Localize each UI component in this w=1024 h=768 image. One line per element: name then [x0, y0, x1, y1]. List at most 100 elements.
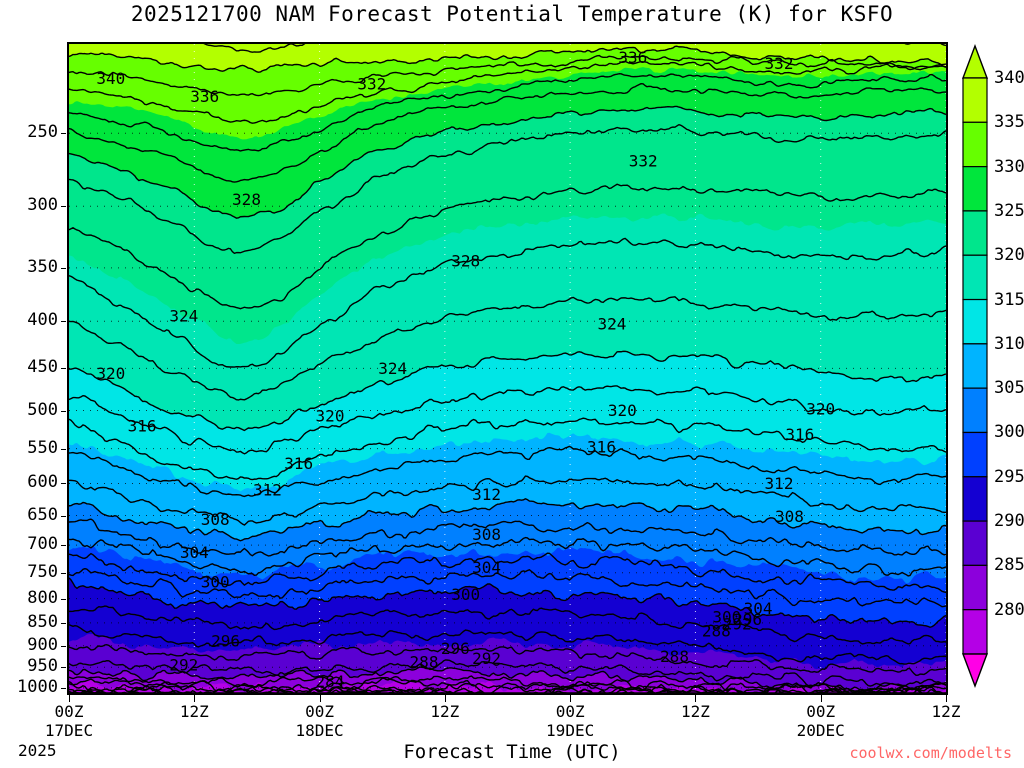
svg-text:308: 308 [201, 510, 230, 529]
colorbar-tick-label: 300 [994, 422, 1024, 443]
colorbar-swatch [962, 210, 988, 256]
colorbar-swatch [962, 564, 988, 611]
colorbar-swatch [962, 476, 988, 522]
y-axis-tick-label: 550 [27, 437, 58, 458]
y-axis-tick [61, 483, 66, 485]
y-axis-tick [61, 545, 66, 547]
y-axis-tick-label: 900 [27, 634, 58, 655]
svg-text:292: 292 [169, 656, 198, 675]
colorbar-tick-label: 340 [994, 68, 1024, 88]
x-axis-tick [820, 695, 822, 702]
x-axis-tick-label: 00Z [54, 702, 84, 721]
y-axis-tick [61, 448, 66, 450]
y-axis-tick-label: 300 [27, 195, 58, 216]
y-axis-tick [61, 410, 66, 412]
x-axis-tick [570, 695, 572, 702]
svg-text:284: 284 [316, 672, 345, 691]
svg-text:292: 292 [723, 615, 752, 634]
svg-text:304: 304 [744, 599, 773, 618]
svg-text:320: 320 [96, 364, 125, 383]
plot-area: 340 336 336 332 332 332 328 328 324 324 324 320 320 3… [67, 42, 948, 695]
y-axis-tick-label: 350 [27, 256, 58, 277]
svg-text:336: 336 [190, 87, 219, 106]
y-axis-tick-label: 850 [27, 611, 58, 632]
y-axis-tick-label: 1000 [17, 676, 58, 697]
watermark: coolwx.com/modelts [849, 744, 1012, 762]
colorbar-swatch [962, 166, 988, 212]
x-axis-date-label: 20DEC [796, 721, 845, 740]
colorbar-swatch [962, 254, 988, 301]
svg-text:336: 336 [618, 48, 647, 67]
svg-text:300: 300 [712, 608, 741, 627]
colorbar-swatch [962, 77, 988, 123]
colorbar-tick-label: 315 [994, 289, 1024, 310]
x-axis-date-label: 18DEC [295, 721, 344, 740]
colorbar-swatch [962, 520, 988, 566]
y-axis-tick [61, 133, 66, 135]
y-axis-tick-label: 500 [27, 399, 58, 420]
svg-text:288: 288 [702, 622, 731, 641]
colorbar-extend-top [962, 44, 988, 79]
y-axis-tick [61, 267, 66, 269]
svg-text:332: 332 [629, 152, 658, 171]
svg-text:296: 296 [733, 610, 762, 629]
x-axis-tick-label: 00Z [555, 702, 585, 721]
svg-text:320: 320 [316, 407, 345, 426]
x-axis-tick [444, 695, 446, 702]
x-axis-tick [946, 695, 947, 702]
x-axis-date-label: 19DEC [546, 721, 595, 740]
colorbar-tick-label: 330 [994, 156, 1024, 177]
svg-text:316: 316 [587, 438, 616, 457]
y-axis-tick [61, 667, 66, 669]
colorbar-tick-label: 310 [994, 333, 1024, 354]
colorbar-swatch [962, 387, 988, 434]
y-axis-tick [61, 622, 66, 624]
colorbar [962, 44, 988, 688]
svg-text:332: 332 [357, 74, 386, 93]
contour-plot: 340 336 336 332 332 332 328 328 324 324 324 320 320 3… [69, 44, 946, 693]
svg-text:320: 320 [806, 399, 835, 418]
colorbar-tick-label: 305 [994, 378, 1024, 399]
svg-text:324: 324 [169, 307, 198, 326]
svg-text:316: 316 [284, 454, 313, 473]
y-axis-tick [61, 687, 66, 689]
svg-text:296: 296 [211, 632, 240, 651]
x-axis-tick-label: 12Z [680, 702, 710, 721]
y-axis-tick-label: 750 [27, 561, 58, 582]
y-axis-tick-label: 250 [27, 122, 58, 143]
x-axis-tick-label: 12Z [430, 702, 460, 721]
colorbar-swatch [962, 609, 988, 655]
svg-text:308: 308 [472, 525, 501, 544]
svg-text:324: 324 [597, 315, 626, 334]
colorbar-tick-label: 320 [994, 245, 1024, 266]
svg-text:316: 316 [128, 417, 157, 436]
y-axis-tick-label: 450 [27, 357, 58, 378]
svg-text:324: 324 [378, 359, 407, 378]
colorbar-tick-label: 295 [994, 466, 1024, 487]
colorbar-swatch [962, 298, 988, 345]
svg-text:328: 328 [232, 190, 261, 209]
svg-text:316: 316 [785, 425, 814, 444]
y-axis-tick [61, 321, 66, 323]
y-axis-tick-label: 800 [27, 587, 58, 608]
y-axis-tick-label: 950 [27, 656, 58, 677]
svg-text:312: 312 [765, 474, 794, 493]
svg-text:304: 304 [180, 543, 209, 562]
colorbar-tick-label: 290 [994, 511, 1024, 532]
y-axis-tick [61, 515, 66, 517]
svg-text:300: 300 [201, 573, 230, 592]
svg-text:288: 288 [660, 647, 689, 666]
svg-text:292: 292 [472, 649, 501, 668]
x-axis-tick [695, 695, 697, 702]
svg-text:288: 288 [410, 653, 439, 672]
y-axis-tick-label: 400 [27, 310, 58, 331]
svg-text:312: 312 [472, 485, 501, 504]
x-axis-title: Forecast Time (UTC) [403, 741, 621, 763]
y-axis-tick-label: 700 [27, 534, 58, 555]
svg-text:300: 300 [451, 585, 480, 604]
colorbar-tick-label: 285 [994, 555, 1024, 576]
x-axis-tick-label: 00Z [305, 702, 335, 721]
svg-text:320: 320 [608, 401, 637, 420]
colorbar-tick-label: 335 [994, 112, 1024, 133]
